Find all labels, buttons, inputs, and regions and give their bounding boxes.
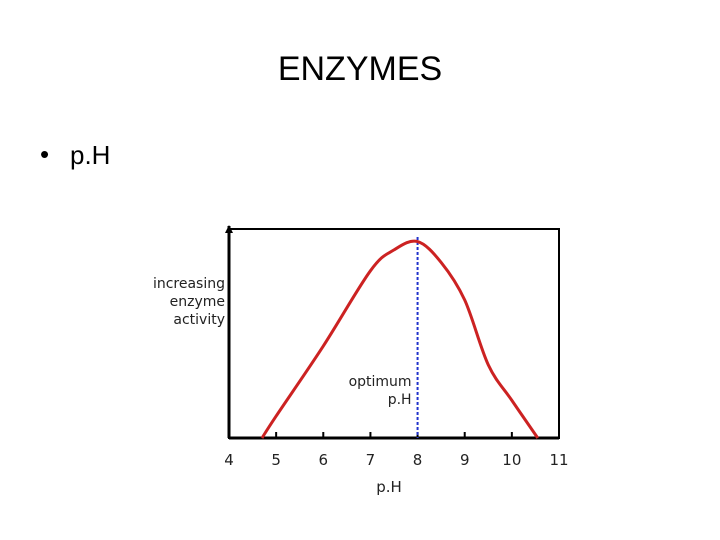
x-tick-label: 10 — [502, 451, 521, 469]
x-tick-label: 8 — [413, 451, 423, 469]
bullet-text: p.H — [70, 140, 110, 170]
y-axis-arrow — [225, 225, 233, 233]
x-tick-label: 9 — [460, 451, 470, 469]
y-axis-label: enzyme — [170, 294, 225, 310]
x-tick-label: 6 — [319, 451, 329, 469]
x-tick-label: 7 — [366, 451, 376, 469]
x-tick-label: 11 — [549, 451, 568, 469]
y-axis-label: activity — [173, 312, 225, 328]
slide-title: ENZYMES — [278, 50, 442, 88]
bullet-dot: • — [40, 139, 49, 169]
y-axis-label: increasing — [153, 276, 225, 292]
x-tick-label: 5 — [271, 451, 281, 469]
x-axis-label: p.H — [376, 478, 402, 496]
activity-curve — [260, 239, 540, 439]
optimum-label: optimum — [349, 374, 412, 390]
optimum-label: p.H — [388, 392, 412, 408]
x-tick-label: 4 — [224, 451, 234, 469]
